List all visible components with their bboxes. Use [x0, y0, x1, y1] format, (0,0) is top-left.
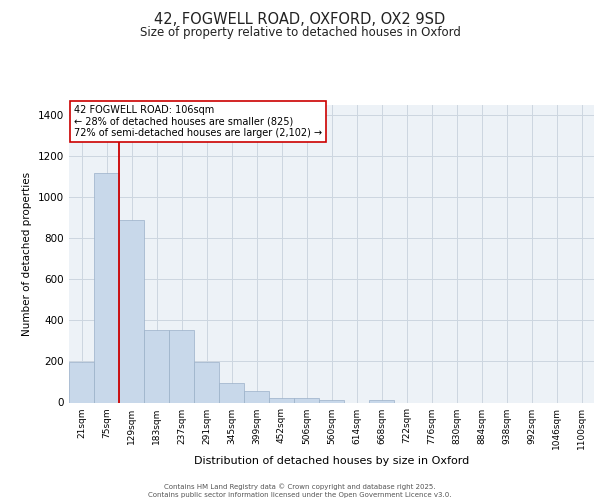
X-axis label: Distribution of detached houses by size in Oxford: Distribution of detached houses by size … — [194, 456, 469, 466]
Bar — [294, 398, 319, 402]
Bar — [119, 220, 144, 402]
Bar — [94, 172, 119, 402]
Bar — [219, 383, 244, 402]
Bar — [144, 330, 169, 402]
Bar — [269, 398, 294, 402]
Text: 42 FOGWELL ROAD: 106sqm
← 28% of detached houses are smaller (825)
72% of semi-d: 42 FOGWELL ROAD: 106sqm ← 28% of detache… — [74, 105, 322, 138]
Y-axis label: Number of detached properties: Number of detached properties — [22, 172, 32, 336]
Bar — [194, 362, 219, 403]
Bar — [169, 330, 194, 402]
Bar — [69, 362, 94, 403]
Text: Size of property relative to detached houses in Oxford: Size of property relative to detached ho… — [140, 26, 460, 39]
Text: 42, FOGWELL ROAD, OXFORD, OX2 9SD: 42, FOGWELL ROAD, OXFORD, OX2 9SD — [154, 12, 446, 28]
Bar — [244, 391, 269, 402]
Bar — [369, 400, 394, 402]
Bar — [319, 400, 344, 402]
Text: Contains HM Land Registry data © Crown copyright and database right 2025.
Contai: Contains HM Land Registry data © Crown c… — [148, 484, 452, 498]
